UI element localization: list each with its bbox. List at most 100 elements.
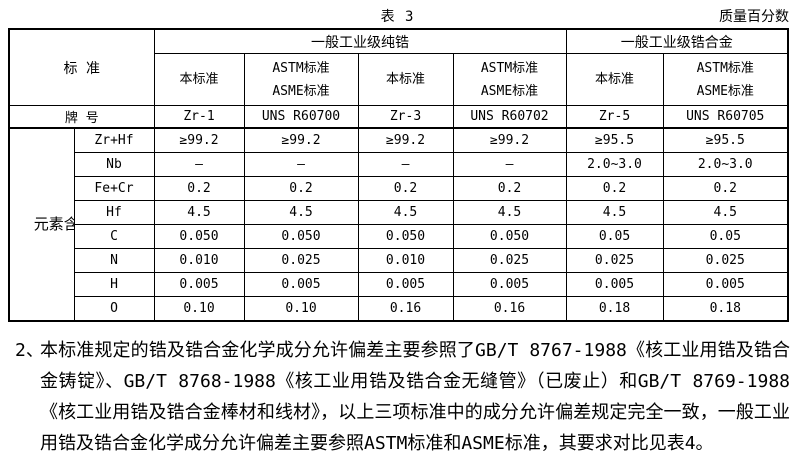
note-paragraph: 2、 本标准规定的锆及锆合金化学成分允许偏差主要参照了GB/T 8767-198… bbox=[0, 335, 790, 459]
value-cell: 0.2 bbox=[243, 176, 359, 201]
element-cell: O bbox=[73, 296, 155, 322]
sub-header-label: ASTM标准 bbox=[696, 60, 754, 76]
grade-cell: Zr-5 bbox=[565, 105, 664, 129]
value-cell: ≥99.2 bbox=[153, 127, 245, 153]
value-cell: 4.5 bbox=[452, 200, 567, 225]
value-cell: 0.050 bbox=[243, 224, 359, 249]
value-cell: 4.5 bbox=[153, 200, 245, 225]
side-label-cell: 元素含量，不大于 bbox=[8, 127, 75, 322]
value-cell: 0.050 bbox=[452, 224, 567, 249]
grade-row: 牌 号 Zr-1 UNS R60700 Zr-3 UNS R60702 Zr-5… bbox=[8, 105, 789, 129]
value-cell: 0.005 bbox=[662, 272, 789, 297]
value-cell: 0.10 bbox=[153, 296, 245, 322]
sub-header-cell: 本标准 bbox=[565, 53, 664, 106]
caption-row: 表 3 质量百分数 bbox=[0, 0, 795, 28]
sub-header-label: 本标准 bbox=[385, 72, 425, 87]
sub-header-cell: 本标准 bbox=[357, 53, 454, 106]
sub-header-cell: ASTM标准 ASME标准 bbox=[243, 53, 359, 106]
value-cell: 0.18 bbox=[662, 296, 789, 322]
table-row: Fe+Cr 0.2 0.2 0.2 0.2 0.2 0.2 bbox=[9, 176, 789, 201]
element-cell: H bbox=[73, 272, 155, 297]
value-cell: 0.05 bbox=[565, 224, 664, 249]
note-text: 本标准规定的锆及锆合金化学成分允许偏差主要参照了GB/T 8767-1988《核… bbox=[40, 340, 790, 454]
value-cell: 0.005 bbox=[357, 272, 454, 297]
grade-label-cell: 牌 号 bbox=[8, 105, 155, 129]
grade-cell: UNS R60700 bbox=[243, 105, 359, 129]
value-cell: 4.5 bbox=[243, 200, 359, 225]
value-cell: 2.0~3.0 bbox=[565, 152, 664, 177]
grade-cell: Zr-3 bbox=[357, 105, 454, 129]
value-cell: — bbox=[243, 152, 359, 177]
value-cell: ≥99.2 bbox=[243, 127, 359, 153]
value-cell: 0.10 bbox=[243, 296, 359, 322]
value-cell: 0.010 bbox=[357, 248, 454, 273]
value-cell: 4.5 bbox=[662, 200, 789, 225]
element-cell: N bbox=[73, 248, 155, 273]
element-cell: C bbox=[73, 224, 155, 249]
grade-cell: UNS R60702 bbox=[452, 105, 567, 129]
value-cell: 0.005 bbox=[153, 272, 245, 297]
value-cell: 0.2 bbox=[662, 176, 789, 201]
value-cell: 0.2 bbox=[452, 176, 567, 201]
table-row: H 0.005 0.005 0.005 0.005 0.005 0.005 bbox=[9, 272, 789, 297]
value-cell: 0.2 bbox=[153, 176, 245, 201]
value-cell: 0.16 bbox=[357, 296, 454, 322]
sub-header-label: ASME标准 bbox=[696, 83, 754, 99]
value-cell: 0.18 bbox=[565, 296, 664, 322]
group-pure-zirconium: 一般工业级纯锆 bbox=[153, 28, 567, 54]
value-cell: 0.2 bbox=[357, 176, 454, 201]
value-cell: — bbox=[452, 152, 567, 177]
element-cell: Nb bbox=[73, 152, 155, 177]
value-cell: ≥95.5 bbox=[565, 127, 664, 153]
side-label: 元素含量，不大于 bbox=[33, 215, 73, 234]
value-cell: ≥99.2 bbox=[452, 127, 567, 153]
value-cell: ≥95.5 bbox=[662, 127, 789, 153]
value-cell: 0.005 bbox=[452, 272, 567, 297]
value-cell: 0.16 bbox=[452, 296, 567, 322]
value-cell: — bbox=[153, 152, 245, 177]
value-cell: 4.5 bbox=[565, 200, 664, 225]
sub-header-label: ASME标准 bbox=[272, 83, 330, 99]
note-marker: 2、 bbox=[15, 340, 44, 361]
value-cell: 0.2 bbox=[565, 176, 664, 201]
sub-header-cell: ASTM标准 ASME标准 bbox=[662, 53, 789, 106]
group-header-row: 标 准 一般工业级纯锆 一般工业级锆合金 bbox=[8, 28, 789, 106]
value-cell: 0.025 bbox=[243, 248, 359, 273]
sub-header-label: ASTM标准 bbox=[272, 60, 330, 76]
sub-header-label: 本标准 bbox=[179, 72, 219, 87]
value-cell: 0.025 bbox=[565, 248, 664, 273]
value-cell: 0.050 bbox=[357, 224, 454, 249]
value-cell: 0.050 bbox=[153, 224, 245, 249]
value-cell: 0.05 bbox=[662, 224, 789, 249]
element-cell: Hf bbox=[73, 200, 155, 225]
element-cell: Zr+Hf bbox=[73, 127, 155, 153]
grade-cell: Zr-1 bbox=[153, 105, 245, 129]
standard-corner-cell: 标 准 bbox=[8, 28, 155, 106]
sub-header-cell: ASTM标准 ASME标准 bbox=[452, 53, 567, 106]
group-zirconium-alloy: 一般工业级锆合金 bbox=[565, 28, 789, 54]
table-row: O 0.10 0.10 0.16 0.16 0.18 0.18 bbox=[9, 296, 789, 322]
value-cell: 0.025 bbox=[662, 248, 789, 273]
sub-header-row: 本标准 ASTM标准 ASME标准 本标准 ASTM标准 ASME标准 本标准 AS… bbox=[9, 53, 789, 106]
grade-cell: UNS R60705 bbox=[662, 105, 789, 129]
table-row: N 0.010 0.025 0.010 0.025 0.025 0.025 bbox=[9, 248, 789, 273]
table-row: C 0.050 0.050 0.050 0.050 0.05 0.05 bbox=[9, 224, 789, 249]
table-row: Hf 4.5 4.5 4.5 4.5 4.5 4.5 bbox=[9, 200, 789, 225]
value-cell: 2.0~3.0 bbox=[662, 152, 789, 177]
value-cell: ≥99.2 bbox=[357, 127, 454, 153]
value-cell: 0.010 bbox=[153, 248, 245, 273]
table-caption: 表 3 bbox=[380, 9, 415, 25]
value-cell: 0.005 bbox=[565, 272, 664, 297]
composition-table: 标 准 一般工业级纯锆 一般工业级锆合金 本标准 ASTM标准 ASME标准 本标… bbox=[8, 28, 789, 322]
element-cell: Fe+Cr bbox=[73, 176, 155, 201]
sub-header-label: 本标准 bbox=[594, 72, 634, 87]
value-cell: — bbox=[357, 152, 454, 177]
table-row: Nb — — — — 2.0~3.0 2.0~3.0 bbox=[9, 152, 789, 177]
sub-header-cell: 本标准 bbox=[153, 53, 245, 106]
sub-header-label: ASTM标准 bbox=[480, 60, 539, 76]
table-row: 元素含量，不大于 Zr+Hf ≥99.2 ≥99.2 ≥99.2 ≥99.2 ≥… bbox=[8, 127, 789, 322]
value-cell: 0.025 bbox=[452, 248, 567, 273]
sub-header-label: ASME标准 bbox=[480, 83, 539, 99]
value-cell: 0.005 bbox=[243, 272, 359, 297]
